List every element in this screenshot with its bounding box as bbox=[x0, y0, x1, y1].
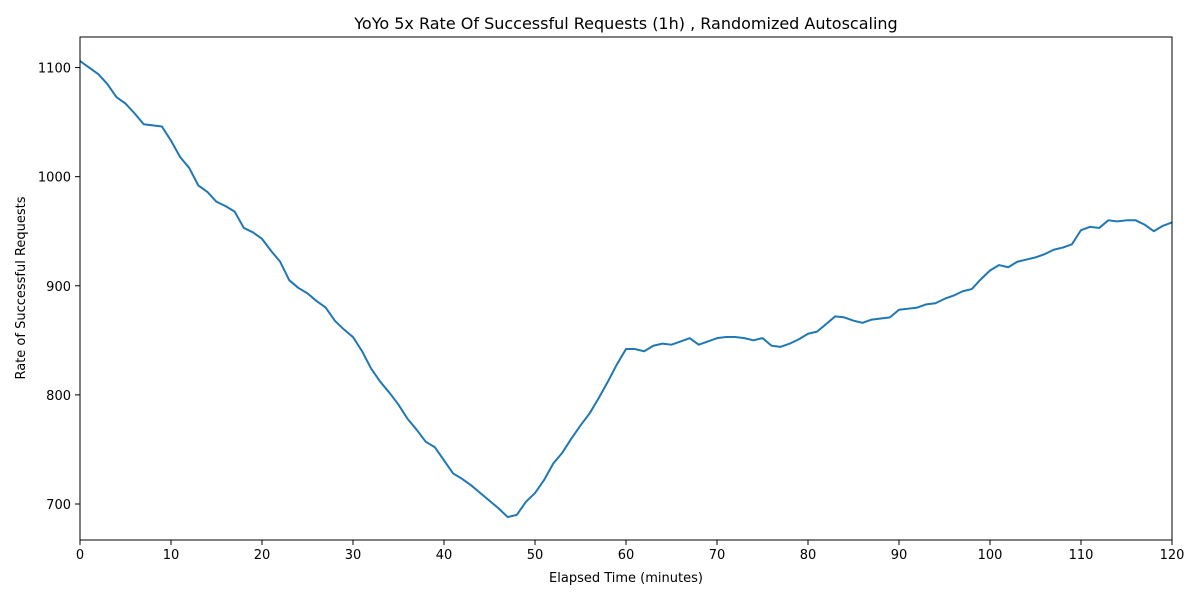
x-tick-label: 110 bbox=[1069, 548, 1094, 563]
x-axis: 0 10 20 30 40 50 60 70 80 90 100 110 120 bbox=[76, 540, 1185, 563]
x-tick-label: 60 bbox=[618, 548, 635, 563]
plot-frame bbox=[79, 36, 1173, 541]
x-tick-label: 30 bbox=[345, 548, 362, 563]
x-tick-label: 20 bbox=[254, 548, 271, 563]
x-tick-label: 70 bbox=[709, 548, 726, 563]
x-tick-label: 100 bbox=[978, 548, 1003, 563]
x-tick-label: 0 bbox=[76, 548, 84, 563]
y-axis-label: Rate of Successful Requests bbox=[14, 196, 29, 379]
chart-title: YoYo 5x Rate Of Successful Requests (1h)… bbox=[353, 14, 897, 33]
x-tick-label: 80 bbox=[800, 548, 817, 563]
x-tick-label: 90 bbox=[891, 548, 908, 563]
x-tick-label: 120 bbox=[1160, 548, 1185, 563]
y-tick-label: 800 bbox=[46, 389, 71, 404]
y-axis: 700 800 900 1000 1100 bbox=[38, 62, 80, 513]
plot-area bbox=[79, 36, 1173, 541]
x-tick-label: 50 bbox=[527, 548, 544, 563]
y-tick-label: 900 bbox=[46, 280, 71, 295]
y-tick-label: 700 bbox=[46, 498, 71, 513]
y-tick-label: 1100 bbox=[38, 62, 71, 77]
x-tick-label: 10 bbox=[163, 548, 180, 563]
y-tick-label: 1000 bbox=[38, 171, 71, 186]
x-tick-label: 40 bbox=[436, 548, 453, 563]
x-axis-label: Elapsed Time (minutes) bbox=[549, 571, 703, 586]
series-line-0 bbox=[79, 60, 1173, 519]
